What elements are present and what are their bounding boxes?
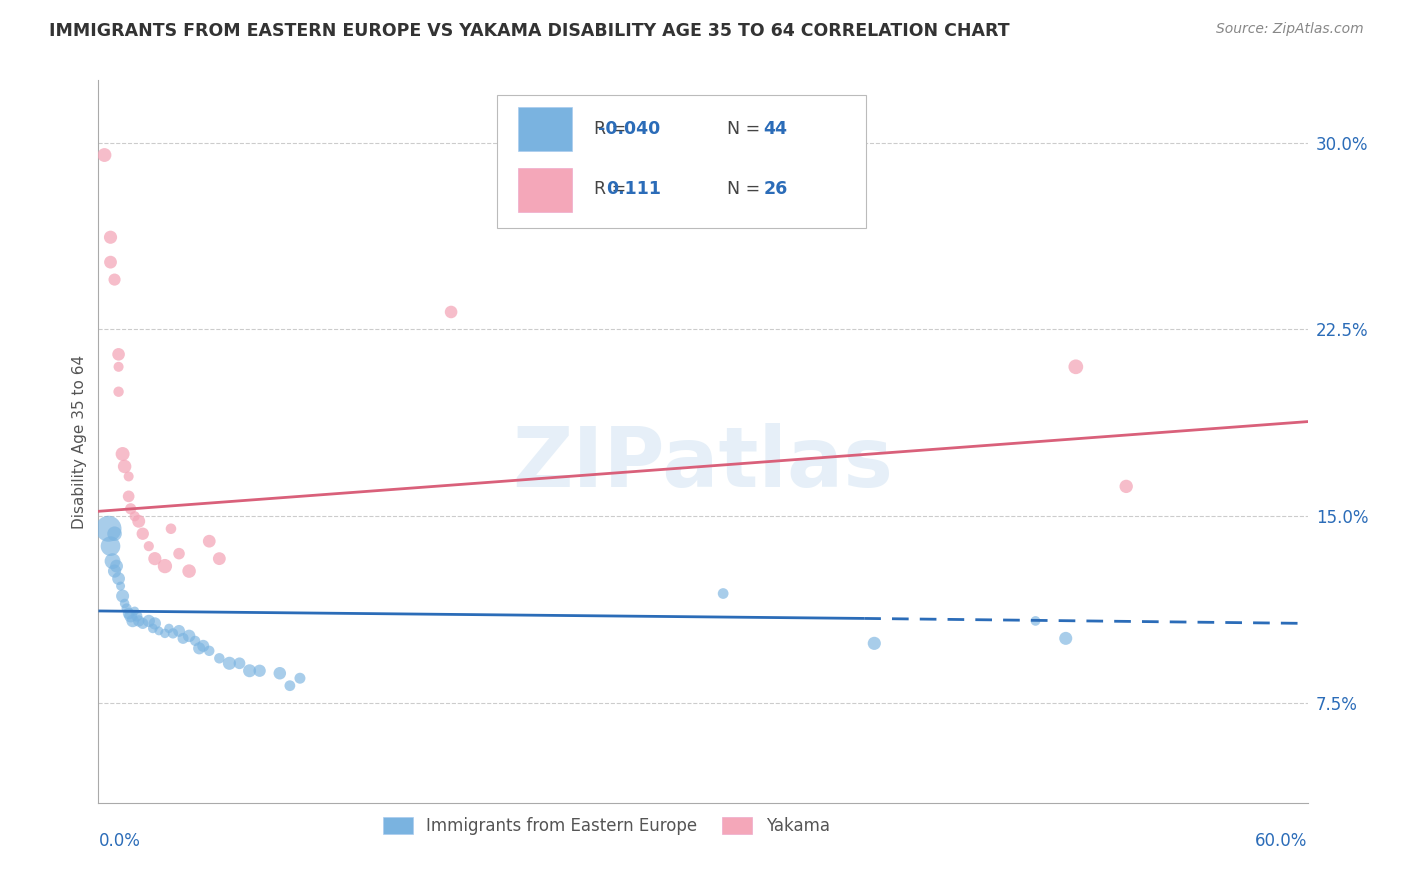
Point: [179, 564, 201, 578]
Text: -0.040: -0.040: [599, 120, 661, 138]
Point: [132, 526, 155, 541]
Point: [179, 629, 201, 643]
Text: 60.0%: 60.0%: [1256, 831, 1308, 850]
Point: [124, 604, 146, 618]
Text: R =: R =: [595, 120, 627, 138]
Text: 0.0%: 0.0%: [98, 831, 141, 850]
Point: [184, 633, 207, 648]
Point: [1025, 614, 1047, 628]
Point: [1064, 359, 1087, 374]
Text: N =: N =: [727, 120, 761, 138]
Text: N =: N =: [727, 180, 761, 198]
Text: Source: ZipAtlas.com: Source: ZipAtlas.com: [1216, 22, 1364, 37]
Point: [107, 384, 129, 399]
Point: [148, 624, 170, 638]
Point: [124, 509, 146, 524]
Text: ZIPatlas: ZIPatlas: [513, 423, 893, 504]
Point: [218, 657, 240, 671]
Point: [93, 148, 115, 162]
Point: [138, 539, 160, 553]
Point: [107, 572, 129, 586]
Point: [100, 230, 122, 244]
Point: [114, 597, 136, 611]
Point: [188, 641, 211, 656]
Point: [110, 579, 132, 593]
Point: [269, 666, 291, 681]
Point: [711, 586, 734, 600]
Point: [118, 489, 141, 503]
Point: [103, 272, 125, 286]
Point: [278, 679, 301, 693]
Point: [114, 459, 136, 474]
Point: [107, 359, 129, 374]
Y-axis label: Disability Age 35 to 64: Disability Age 35 to 64: [72, 354, 87, 529]
Point: [105, 559, 128, 574]
Point: [120, 609, 142, 624]
Point: [239, 664, 262, 678]
FancyBboxPatch shape: [498, 95, 866, 228]
Point: [138, 614, 160, 628]
Point: [128, 614, 150, 628]
Point: [249, 664, 271, 678]
Point: [153, 626, 176, 640]
Point: [157, 621, 180, 635]
Point: [153, 559, 176, 574]
Point: [142, 621, 165, 635]
Point: [198, 534, 221, 549]
Point: [111, 447, 134, 461]
Point: [118, 607, 141, 621]
Point: [167, 624, 190, 638]
Point: [97, 522, 120, 536]
Point: [111, 589, 134, 603]
Point: [162, 626, 184, 640]
Text: 26: 26: [763, 180, 787, 198]
Point: [228, 657, 250, 671]
Point: [1054, 632, 1077, 646]
Point: [120, 501, 142, 516]
Point: [132, 616, 155, 631]
Point: [101, 554, 124, 568]
Text: 0.111: 0.111: [606, 180, 661, 198]
Text: R =: R =: [595, 180, 627, 198]
Point: [100, 539, 122, 553]
Point: [160, 522, 183, 536]
Point: [143, 551, 166, 566]
Point: [143, 616, 166, 631]
Point: [107, 347, 129, 361]
Point: [167, 547, 190, 561]
Point: [172, 632, 194, 646]
Point: [863, 636, 886, 650]
FancyBboxPatch shape: [517, 107, 572, 152]
Point: [1115, 479, 1137, 493]
Point: [128, 514, 150, 528]
Point: [440, 305, 463, 319]
Point: [100, 255, 122, 269]
Text: 44: 44: [763, 120, 787, 138]
FancyBboxPatch shape: [517, 168, 572, 212]
Point: [125, 609, 148, 624]
Point: [103, 526, 125, 541]
Point: [288, 671, 311, 685]
Point: [198, 644, 221, 658]
Point: [208, 551, 231, 566]
Text: IMMIGRANTS FROM EASTERN EUROPE VS YAKAMA DISABILITY AGE 35 TO 64 CORRELATION CHA: IMMIGRANTS FROM EASTERN EUROPE VS YAKAMA…: [49, 22, 1010, 40]
Point: [118, 469, 141, 483]
Point: [103, 564, 125, 578]
Point: [208, 651, 231, 665]
Point: [193, 639, 215, 653]
Legend: Immigrants from Eastern Europe, Yakama: Immigrants from Eastern Europe, Yakama: [377, 810, 837, 841]
Point: [121, 614, 143, 628]
Point: [115, 601, 138, 615]
